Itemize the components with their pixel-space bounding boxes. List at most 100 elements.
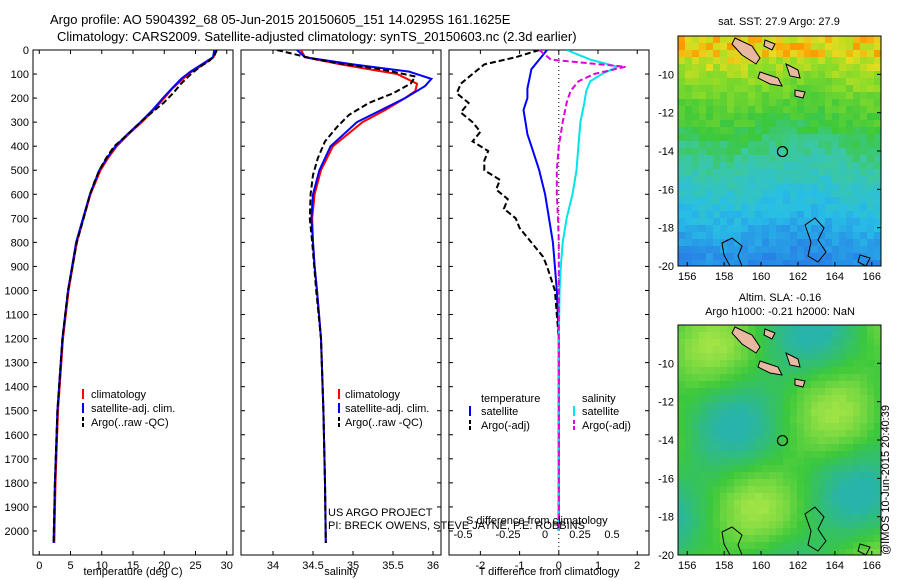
map-cell — [727, 120, 734, 127]
map-cell — [692, 155, 699, 162]
y-tick-label: -14 — [658, 435, 674, 447]
map-cell — [825, 253, 832, 260]
map-cell — [762, 542, 769, 549]
map-cell — [839, 465, 846, 472]
map-cell — [734, 71, 741, 78]
map-cell — [867, 141, 874, 148]
map-cell — [818, 92, 825, 99]
y-tick-label: 1900 — [5, 502, 29, 514]
map-cell — [776, 374, 783, 381]
map-cell — [678, 437, 685, 444]
map-cell — [860, 113, 867, 120]
map-cell — [706, 120, 713, 127]
x-tick-label: 164 — [826, 560, 844, 572]
map-cell — [713, 183, 720, 190]
map-cell — [762, 253, 769, 260]
map-cell — [811, 141, 818, 148]
map-cell — [741, 162, 748, 169]
map-cell — [804, 444, 811, 451]
map-cell — [839, 388, 846, 395]
map-cell — [685, 232, 692, 239]
map-cell — [720, 225, 727, 232]
map-cell — [748, 395, 755, 402]
map-cell — [748, 535, 755, 542]
map-cell — [874, 353, 881, 360]
map-cell — [720, 472, 727, 479]
map-cell — [790, 437, 797, 444]
x-tick-label: 0 — [556, 560, 562, 572]
map-cell — [832, 339, 839, 346]
map-cell — [860, 120, 867, 127]
map-cell — [734, 360, 741, 367]
map-cell — [839, 50, 846, 57]
map-cell — [853, 211, 860, 218]
map-cell — [867, 204, 874, 211]
map-cell — [706, 78, 713, 85]
map-cell — [692, 43, 699, 50]
map-cell — [769, 416, 776, 423]
map-cell — [685, 339, 692, 346]
bathymetry-contour — [857, 254, 871, 266]
map-cell — [860, 402, 867, 409]
map-cell — [748, 381, 755, 388]
map-cell — [734, 549, 741, 555]
map-cell — [839, 528, 846, 535]
map-cell — [832, 141, 839, 148]
map-cell — [832, 169, 839, 176]
map-cell — [804, 225, 811, 232]
map-cell — [783, 486, 790, 493]
map-cell — [867, 374, 874, 381]
map-cell — [734, 99, 741, 106]
map-cell — [727, 325, 734, 332]
map-cell — [846, 260, 853, 266]
map-cell — [790, 50, 797, 57]
map-cell — [783, 162, 790, 169]
map-cell — [678, 253, 685, 260]
map-cell — [825, 162, 832, 169]
map-cell — [692, 50, 699, 57]
map-cell — [874, 204, 881, 211]
map-cell — [706, 176, 713, 183]
map-cell — [692, 225, 699, 232]
map-cell — [755, 113, 762, 120]
map-cell — [839, 521, 846, 528]
y-tick-label: 800 — [11, 237, 29, 249]
map-cell — [734, 472, 741, 479]
map-cell — [706, 465, 713, 472]
map-cell — [860, 549, 867, 555]
y-tick-label: 300 — [11, 117, 29, 129]
map-cell — [727, 416, 734, 423]
map-cell — [685, 458, 692, 465]
map-cell — [720, 92, 727, 99]
map-cell — [706, 127, 713, 134]
map-cell — [692, 57, 699, 64]
map-cell — [790, 92, 797, 99]
map-cell — [685, 402, 692, 409]
map-cell — [832, 218, 839, 225]
map-cell — [699, 64, 706, 71]
map-cell — [678, 92, 685, 99]
map-cell — [797, 423, 804, 430]
map-cell — [860, 346, 867, 353]
map-cell — [755, 451, 762, 458]
x-tick-label: 10 — [96, 560, 108, 572]
map-cell — [727, 374, 734, 381]
map-cell — [874, 388, 881, 395]
map-cell — [783, 437, 790, 444]
y-tick-label: -10 — [658, 358, 674, 370]
map-cell — [797, 528, 804, 535]
map-cell — [825, 148, 832, 155]
map-cell — [867, 528, 874, 535]
map-cell — [692, 71, 699, 78]
map-cell — [734, 141, 741, 148]
map-cell — [769, 190, 776, 197]
map-cell — [762, 64, 769, 71]
map-cell — [818, 211, 825, 218]
map-cell — [811, 169, 818, 176]
x-tick-label: 0 — [36, 560, 42, 572]
map-cell — [741, 99, 748, 106]
map-cell — [769, 50, 776, 57]
map-cell — [748, 134, 755, 141]
map-cell — [839, 542, 846, 549]
map-cell — [762, 444, 769, 451]
